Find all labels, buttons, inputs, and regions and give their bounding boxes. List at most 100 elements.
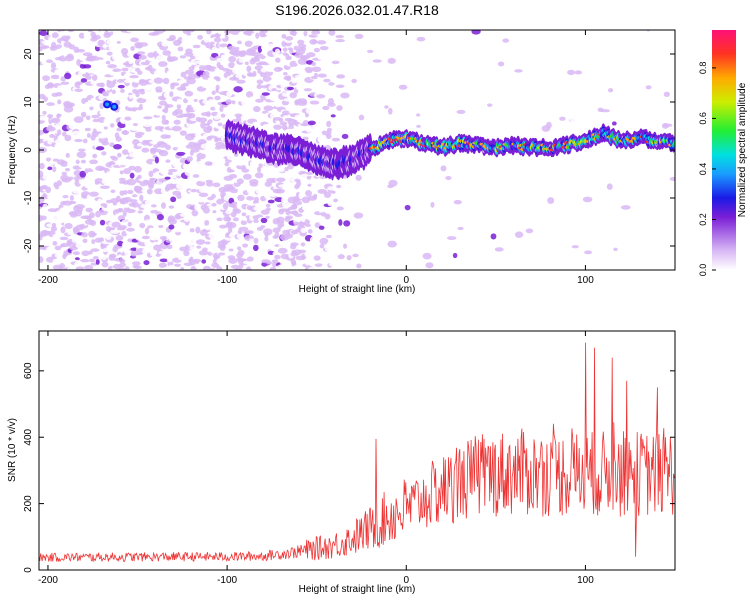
spectrogram-cell xyxy=(311,30,321,35)
spectrogram-cell xyxy=(344,108,353,116)
spectrogram-cell xyxy=(172,190,181,196)
spectrogram-cell xyxy=(115,30,122,34)
spectrogram-cell xyxy=(514,69,523,73)
spectrogram-cell xyxy=(229,39,237,45)
spectrogram-cell xyxy=(252,121,259,127)
spectrogram-cell xyxy=(54,184,60,190)
spectrogram-cell xyxy=(174,263,182,267)
spectrogram-cell xyxy=(89,191,99,197)
spectrogram-cell xyxy=(279,263,289,268)
spectrogram-cell xyxy=(196,217,203,221)
spectrogram-cell xyxy=(252,244,259,252)
spectrogram-cell xyxy=(71,187,81,194)
spectrogram-cell xyxy=(90,63,96,70)
spectrogram-cell xyxy=(196,152,206,160)
spectrogram-cell xyxy=(186,31,192,36)
spectrogram-cell xyxy=(306,52,316,58)
spectrogram-cell xyxy=(279,121,288,126)
spectrogram-cell xyxy=(224,32,230,39)
spectrogram-cell xyxy=(214,106,221,110)
spectrogram-cell xyxy=(232,217,239,222)
spectrogram-cell xyxy=(45,59,53,63)
spectrogram-cell xyxy=(42,45,50,49)
spectrogram-cell xyxy=(163,91,171,99)
spectrogram-cell xyxy=(611,121,617,126)
spectrogram-cell xyxy=(206,30,212,35)
spectrogram-cell xyxy=(310,243,320,251)
spectrogram-cell xyxy=(101,179,106,184)
spectrogram-cell xyxy=(331,62,341,68)
spectrogram-cell xyxy=(471,30,481,35)
spectrogram-cell xyxy=(88,176,97,182)
spectrogram-cell xyxy=(165,144,171,151)
y-tick-label: 0 xyxy=(23,147,34,153)
spectrogram-cell xyxy=(64,26,71,29)
spectrogram-cell xyxy=(301,100,308,105)
spectrogram-cell xyxy=(122,203,131,208)
spectrogram-cell xyxy=(261,249,268,255)
spectrogram-cell xyxy=(119,158,128,166)
spectrogram-cell xyxy=(128,165,136,171)
spectrogram-cell xyxy=(457,193,467,199)
spectrogram-cell xyxy=(155,171,161,177)
spectrogram-cell xyxy=(216,150,224,157)
spectrogram-cell xyxy=(39,103,46,108)
spectrogram-cell xyxy=(457,226,464,231)
spectrogram-cell xyxy=(219,43,229,48)
spectrogram-cell xyxy=(328,81,335,86)
spectrogram-cell xyxy=(260,240,266,247)
spectrogram-cell xyxy=(277,67,283,71)
spectrogram-cell xyxy=(155,55,163,62)
spectrogram-cell xyxy=(155,86,163,92)
spectrogram-cell xyxy=(310,109,316,113)
spectrogram-cell xyxy=(222,202,229,210)
spectrogram-cell xyxy=(59,46,66,53)
spectrogram-cell xyxy=(316,40,327,45)
spectrogram-cell xyxy=(184,169,192,176)
spectrogram-cell xyxy=(192,106,198,111)
spectrogram-cell xyxy=(221,144,226,150)
spectrogram-cell xyxy=(60,160,69,167)
spectrogram-cell xyxy=(220,35,227,39)
spectrogram-cell xyxy=(157,220,163,226)
spectrogram-cell xyxy=(183,234,189,238)
spectrogram-cell xyxy=(571,245,579,249)
spectrogram-cell xyxy=(107,125,112,132)
spectrogram-cell xyxy=(43,152,50,158)
y-tick-label: -20 xyxy=(23,238,34,253)
spectrogram-cell xyxy=(110,189,116,194)
spectrogram-cell xyxy=(305,189,312,197)
spectrogram-cell xyxy=(42,110,47,115)
spectrogram-cell xyxy=(137,210,143,214)
spectrogram-cell xyxy=(71,236,77,243)
spectrogram-cell xyxy=(340,92,350,99)
spectrogram-cell xyxy=(170,82,180,87)
spectrogram-cell xyxy=(265,130,276,134)
spectrogram-cell xyxy=(244,61,249,66)
spectrogram-cell xyxy=(149,140,160,145)
spectrogram-cell xyxy=(139,88,146,95)
spectrogram-cell xyxy=(115,195,121,202)
spectrogram-cell xyxy=(308,266,317,270)
spectrogram-cell xyxy=(204,241,211,245)
spectrogram-cell xyxy=(582,75,591,82)
spectrogram-cell xyxy=(131,201,140,208)
spectrogram-cell xyxy=(313,185,322,189)
spectrogram-cell xyxy=(325,228,333,235)
spectrogram-cell xyxy=(453,199,462,205)
spectrogram-cell xyxy=(559,116,566,121)
spectrogram-cell xyxy=(220,113,226,118)
spectrogram-cell xyxy=(244,40,253,47)
spectrogram-cell xyxy=(226,221,237,229)
spectrogram-cell xyxy=(93,23,100,29)
spectrogram-cell xyxy=(142,185,149,191)
spectrogram-cell xyxy=(217,48,224,53)
spectrogram-cell xyxy=(327,186,336,191)
spectrogram-cell xyxy=(202,53,207,57)
spectrogram-cell xyxy=(76,133,86,138)
spectrogram-cell xyxy=(67,30,75,33)
spectrogram-cell xyxy=(316,247,322,254)
spectrogram-cell xyxy=(209,238,216,242)
spectrogram-cell xyxy=(41,236,49,242)
